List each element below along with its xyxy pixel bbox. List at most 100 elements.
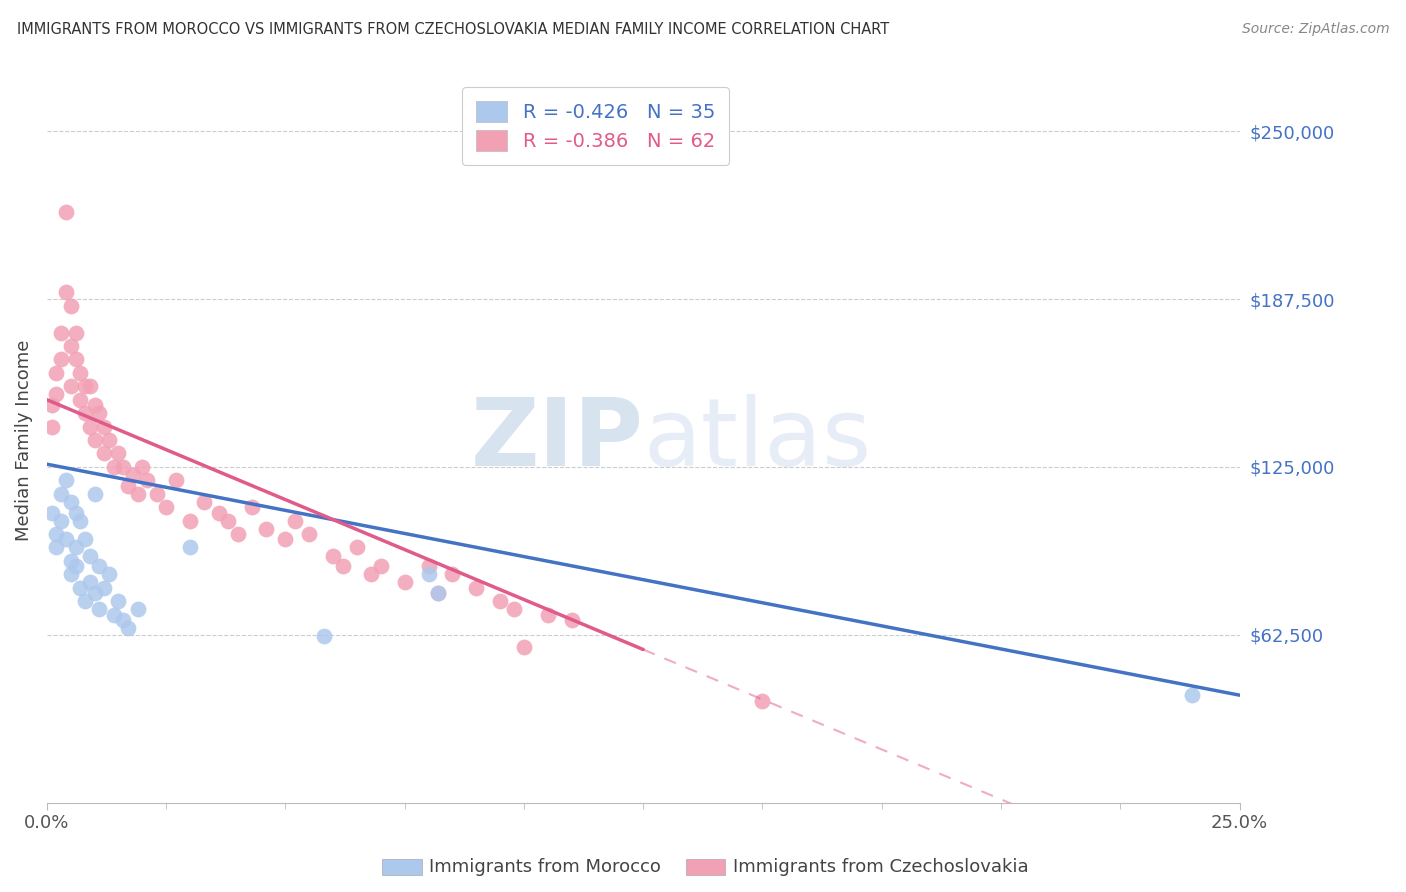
Point: [83, 433, 105, 447]
Point: [332, 559, 354, 574]
Point: [394, 575, 416, 590]
Point: [69, 514, 91, 528]
Point: [346, 541, 368, 555]
Point: [51, 514, 73, 528]
Point: [55, 204, 77, 219]
Point: [59, 495, 82, 509]
Text: IMMIGRANTS FROM MOROCCO VS IMMIGRANTS FROM CZECHOSLOVAKIA MEDIAN FAMILY INCOME C: IMMIGRANTS FROM MOROCCO VS IMMIGRANTS FR…: [17, 22, 889, 37]
Point: [55, 285, 77, 300]
Point: [312, 629, 335, 643]
Point: [73, 533, 96, 547]
Point: [254, 522, 277, 536]
Point: [107, 446, 129, 460]
Point: [69, 366, 91, 380]
Point: [427, 586, 450, 600]
Point: [207, 506, 229, 520]
Text: Source: ZipAtlas.com: Source: ZipAtlas.com: [1241, 22, 1389, 37]
Point: [51, 352, 73, 367]
Point: [93, 419, 115, 434]
Point: [45, 387, 67, 401]
Point: [69, 581, 91, 595]
Point: [65, 506, 87, 520]
Point: [127, 602, 149, 616]
Text: ZIP: ZIP: [471, 394, 643, 486]
Point: [59, 567, 82, 582]
Point: [274, 533, 297, 547]
Point: [103, 607, 125, 622]
Point: [121, 467, 143, 482]
Point: [65, 326, 87, 340]
Point: [418, 567, 440, 582]
Point: [69, 392, 91, 407]
Point: [240, 500, 263, 515]
Point: [284, 514, 307, 528]
Point: [561, 613, 583, 627]
Point: [55, 533, 77, 547]
Point: [59, 299, 82, 313]
Point: [93, 446, 115, 460]
Point: [117, 478, 139, 492]
Point: [97, 433, 120, 447]
Point: [427, 586, 450, 600]
Point: [503, 602, 526, 616]
Point: [298, 527, 321, 541]
Point: [41, 506, 63, 520]
Point: [155, 500, 177, 515]
Point: [165, 473, 187, 487]
Point: [45, 541, 67, 555]
Legend: R = -0.426   N = 35, R = -0.386   N = 62: R = -0.426 N = 35, R = -0.386 N = 62: [463, 87, 728, 164]
Point: [112, 459, 135, 474]
Point: [441, 567, 464, 582]
Point: [193, 495, 215, 509]
Text: atlas: atlas: [643, 394, 872, 486]
Point: [360, 567, 382, 582]
Point: [59, 339, 82, 353]
Point: [73, 379, 96, 393]
Point: [370, 559, 392, 574]
Point: [179, 514, 201, 528]
Point: [65, 559, 87, 574]
Point: [73, 594, 96, 608]
Point: [79, 575, 101, 590]
Point: [45, 527, 67, 541]
Point: [45, 366, 67, 380]
Point: [217, 514, 239, 528]
Point: [465, 581, 488, 595]
Point: [418, 559, 440, 574]
Point: [179, 541, 201, 555]
Point: [79, 549, 101, 563]
Point: [55, 473, 77, 487]
Point: [117, 621, 139, 635]
Point: [103, 459, 125, 474]
Point: [112, 613, 135, 627]
Point: [51, 326, 73, 340]
Point: [537, 607, 560, 622]
Point: [93, 581, 115, 595]
Point: [83, 398, 105, 412]
Point: [59, 379, 82, 393]
Point: [59, 554, 82, 568]
Point: [89, 559, 111, 574]
Point: [226, 527, 249, 541]
Point: [41, 419, 63, 434]
Point: [489, 594, 512, 608]
Point: [97, 567, 120, 582]
Point: [127, 487, 149, 501]
Text: Immigrants from Morocco: Immigrants from Morocco: [429, 858, 661, 876]
Point: [73, 406, 96, 420]
Point: [89, 602, 111, 616]
Point: [89, 406, 111, 420]
Point: [83, 487, 105, 501]
Point: [41, 398, 63, 412]
Point: [107, 594, 129, 608]
Point: [79, 419, 101, 434]
Point: [136, 473, 159, 487]
Point: [65, 541, 87, 555]
Point: [83, 586, 105, 600]
Point: [1181, 688, 1204, 702]
Point: [322, 549, 344, 563]
Y-axis label: Median Family Income: Median Family Income: [15, 339, 32, 541]
Text: Immigrants from Czechoslovakia: Immigrants from Czechoslovakia: [733, 858, 1028, 876]
Point: [65, 352, 87, 367]
Point: [513, 640, 536, 654]
